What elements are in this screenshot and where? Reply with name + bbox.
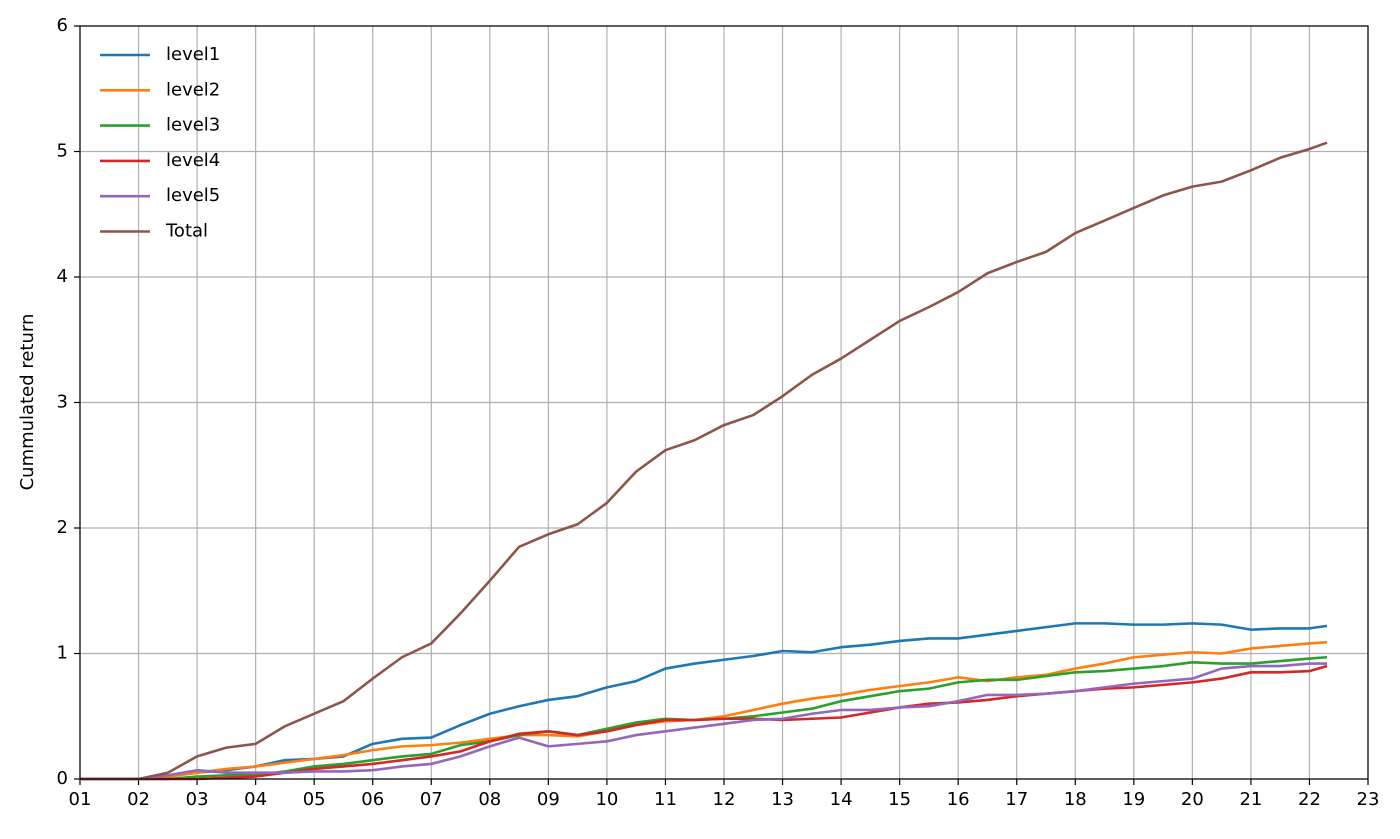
legend-label: Total <box>165 221 208 242</box>
x-tick-label: 06 <box>361 789 384 810</box>
y-tick-label: 1 <box>57 643 68 664</box>
y-tick-label: 2 <box>57 517 68 538</box>
y-axis-label: Cummulated return <box>17 314 38 491</box>
y-tick-label: 5 <box>57 141 68 162</box>
plot-frame <box>79 25 1369 780</box>
x-tick-label: 03 <box>186 789 209 810</box>
x-tick-label: 13 <box>771 789 794 810</box>
legend-label: level4 <box>166 150 220 171</box>
x-tick-label: 10 <box>595 789 618 810</box>
y-tick-label: 0 <box>57 768 68 789</box>
x-tick-label: 22 <box>1298 789 1321 810</box>
x-tick-label: 12 <box>713 789 736 810</box>
x-tick-label: 01 <box>69 789 92 810</box>
x-tick-label: 19 <box>1122 789 1145 810</box>
legend-label: level2 <box>166 79 220 100</box>
x-tick-label: 04 <box>244 789 267 810</box>
x-tick-label: 02 <box>127 789 150 810</box>
series-line <box>80 141 1328 781</box>
x-tick-label: 20 <box>1181 789 1204 810</box>
x-tick-label: 15 <box>888 789 911 810</box>
legend-label: level3 <box>166 115 220 136</box>
x-tick-label: 23 <box>1357 789 1380 810</box>
y-tick-label: 4 <box>57 266 68 287</box>
x-tick-label: 16 <box>947 789 970 810</box>
legend-label: level1 <box>166 44 220 65</box>
x-tick-label: 05 <box>303 789 326 810</box>
x-tick-label: 21 <box>1239 789 1262 810</box>
y-tick-label: 3 <box>57 392 68 413</box>
x-tick-label: 07 <box>420 789 443 810</box>
x-tick-label: 11 <box>654 789 677 810</box>
x-tick-label: 14 <box>830 789 853 810</box>
x-tick-label: 08 <box>478 789 501 810</box>
x-tick-label: 18 <box>1064 789 1087 810</box>
legend-label: level5 <box>166 185 220 206</box>
series-line <box>80 622 1328 781</box>
y-tick-label: 6 <box>57 15 68 36</box>
x-tick-label: 17 <box>1005 789 1028 810</box>
x-tick-label: 09 <box>537 789 560 810</box>
series-line <box>80 662 1328 781</box>
